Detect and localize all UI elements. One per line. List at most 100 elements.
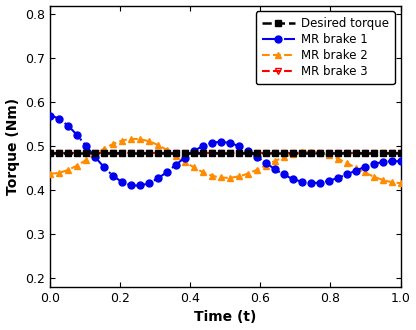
- Line: Desired torque: Desired torque: [47, 150, 403, 156]
- MR brake 2: [146, 139, 151, 143]
- Desired torque: [299, 151, 304, 155]
- MR brake 3: [164, 151, 169, 155]
- MR brake 2: [200, 170, 205, 174]
- Line: MR brake 1: MR brake 1: [47, 112, 404, 189]
- Desired torque: [353, 151, 358, 155]
- MR brake 3: [92, 151, 97, 155]
- MR brake 3: [290, 151, 295, 155]
- Desired torque: [74, 151, 79, 155]
- MR brake 1: [398, 159, 403, 163]
- Desired torque: [209, 151, 214, 155]
- Desired torque: [84, 151, 89, 155]
- Y-axis label: Torque (Nm): Torque (Nm): [5, 98, 20, 195]
- Desired torque: [137, 151, 142, 155]
- Desired torque: [308, 151, 313, 155]
- MR brake 3: [137, 151, 142, 155]
- MR brake 1: [371, 162, 376, 166]
- MR brake 1: [65, 124, 70, 128]
- MR brake 3: [65, 151, 70, 155]
- MR brake 3: [74, 151, 79, 155]
- X-axis label: Time (t): Time (t): [194, 311, 256, 324]
- MR brake 3: [335, 151, 340, 155]
- MR brake 3: [191, 151, 196, 155]
- Desired torque: [102, 151, 106, 155]
- MR brake 3: [344, 151, 349, 155]
- MR brake 1: [281, 173, 286, 177]
- Desired torque: [290, 151, 295, 155]
- MR brake 2: [317, 151, 322, 155]
- Desired torque: [119, 151, 124, 155]
- MR brake 1: [200, 144, 205, 148]
- MR brake 3: [362, 151, 367, 155]
- MR brake 2: [218, 176, 223, 180]
- Legend: Desired torque, MR brake 1, MR brake 2, MR brake 3: Desired torque, MR brake 1, MR brake 2, …: [256, 12, 395, 84]
- MR brake 2: [281, 155, 286, 159]
- MR brake 2: [335, 157, 340, 161]
- MR brake 1: [155, 176, 160, 180]
- MR brake 1: [344, 173, 349, 177]
- MR brake 1: [290, 177, 295, 181]
- MR brake 3: [236, 151, 241, 155]
- MR brake 1: [164, 170, 169, 174]
- MR brake 3: [308, 151, 313, 155]
- Desired torque: [380, 151, 385, 155]
- Desired torque: [173, 151, 178, 155]
- MR brake 2: [84, 158, 89, 162]
- MR brake 3: [102, 151, 106, 155]
- MR brake 2: [173, 154, 178, 158]
- MR brake 3: [155, 151, 160, 155]
- MR brake 1: [129, 183, 134, 187]
- MR brake 2: [182, 160, 187, 164]
- MR brake 1: [245, 149, 250, 153]
- MR brake 2: [380, 178, 385, 182]
- MR brake 3: [254, 151, 259, 155]
- MR brake 1: [272, 167, 277, 171]
- MR brake 3: [146, 151, 151, 155]
- MR brake 1: [209, 141, 214, 145]
- Desired torque: [281, 151, 286, 155]
- MR brake 2: [263, 164, 268, 168]
- MR brake 3: [389, 151, 394, 155]
- MR brake 3: [200, 151, 205, 155]
- Desired torque: [326, 151, 331, 155]
- MR brake 1: [308, 181, 313, 185]
- MR brake 1: [57, 117, 62, 121]
- MR brake 1: [236, 144, 241, 148]
- MR brake 1: [146, 181, 151, 185]
- MR brake 2: [227, 176, 232, 180]
- MR brake 1: [254, 155, 259, 159]
- MR brake 1: [218, 140, 223, 144]
- Desired torque: [146, 151, 151, 155]
- Desired torque: [218, 151, 223, 155]
- MR brake 1: [173, 163, 178, 167]
- Desired torque: [272, 151, 277, 155]
- Desired torque: [245, 151, 250, 155]
- MR brake 3: [227, 151, 232, 155]
- MR brake 1: [317, 181, 322, 184]
- Desired torque: [182, 151, 187, 155]
- Desired torque: [129, 151, 134, 155]
- MR brake 1: [326, 179, 331, 183]
- MR brake 1: [263, 161, 268, 165]
- Desired torque: [398, 151, 403, 155]
- MR brake 2: [110, 142, 115, 146]
- MR brake 2: [398, 181, 403, 185]
- Desired torque: [317, 151, 322, 155]
- MR brake 1: [299, 180, 304, 183]
- Desired torque: [254, 151, 259, 155]
- MR brake 3: [129, 151, 134, 155]
- Desired torque: [335, 151, 340, 155]
- Desired torque: [200, 151, 205, 155]
- MR brake 2: [129, 137, 134, 141]
- MR brake 3: [218, 151, 223, 155]
- MR brake 2: [344, 161, 349, 165]
- MR brake 2: [290, 152, 295, 156]
- Desired torque: [110, 151, 115, 155]
- MR brake 2: [371, 175, 376, 179]
- Desired torque: [236, 151, 241, 155]
- MR brake 3: [47, 151, 52, 155]
- MR brake 1: [389, 159, 394, 163]
- MR brake 3: [173, 151, 178, 155]
- Desired torque: [344, 151, 349, 155]
- MR brake 2: [299, 150, 304, 154]
